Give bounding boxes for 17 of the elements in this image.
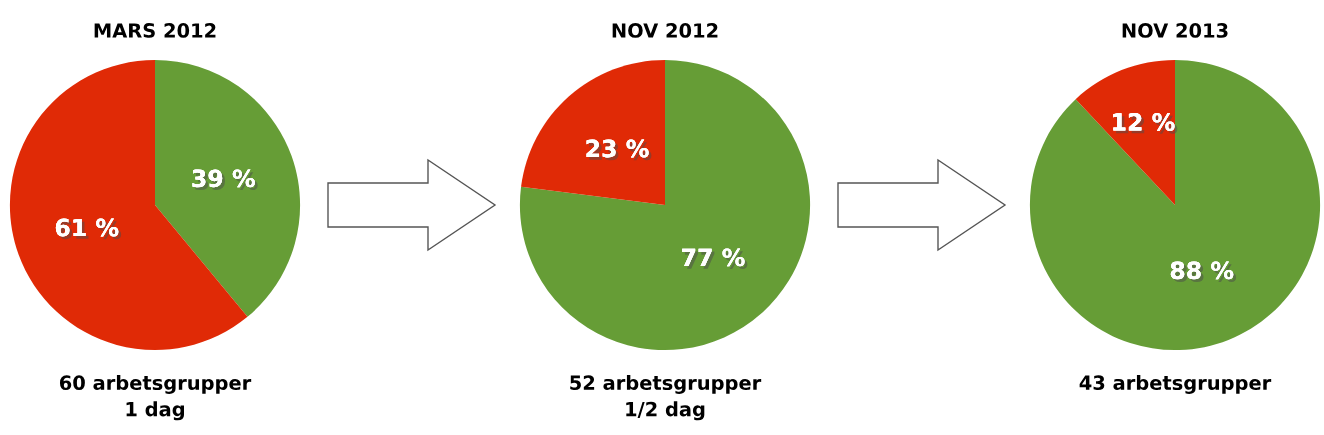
chart-title: MARS 2012	[94, 23, 216, 38]
data-label: 12 %	[1113, 113, 1178, 134]
data-label: 77 %	[682, 248, 748, 270]
chart-title: NOV 2012	[612, 23, 718, 38]
pie-slice	[521, 59, 665, 205]
chart-title: NOV 2013	[1122, 23, 1228, 38]
text: 60 arbetsgrupper 1 dag	[59, 375, 252, 421]
pie-slice	[1029, 59, 1321, 351]
pie-slice	[155, 59, 301, 317]
pie-slice	[1075, 59, 1175, 205]
text: 43 arbetsgrupper	[1079, 375, 1272, 394]
data-label: 23 %	[586, 139, 652, 161]
data-label: 61 %	[55, 218, 122, 240]
data-label: 39 %	[192, 169, 258, 191]
text: 52 arbetsgrupper 1/2 dag	[570, 375, 762, 421]
data-label: 88 %	[1170, 261, 1237, 283]
pie-slice	[519, 59, 811, 351]
